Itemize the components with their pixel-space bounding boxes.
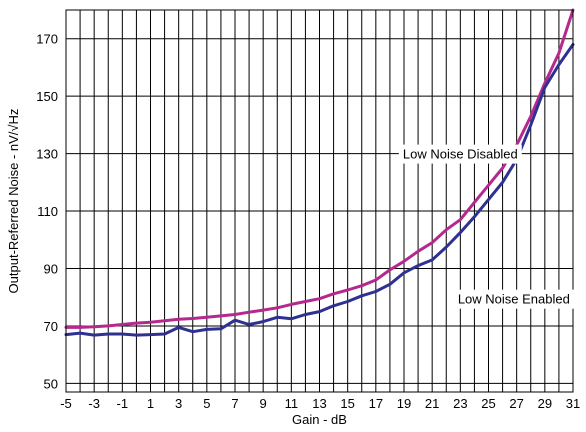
y-tick-label: 150 bbox=[36, 89, 58, 104]
x-tick-label: 5 bbox=[203, 396, 210, 411]
x-tick-label: -1 bbox=[117, 396, 129, 411]
grid bbox=[66, 10, 573, 392]
x-tick-label: 17 bbox=[369, 396, 383, 411]
y-tick-label: 70 bbox=[44, 319, 58, 334]
x-tick-label: 19 bbox=[397, 396, 411, 411]
x-tick-label: 31 bbox=[566, 396, 580, 411]
x-tick-label: 7 bbox=[231, 396, 238, 411]
x-tick-label: 21 bbox=[425, 396, 439, 411]
y-tick-label: 110 bbox=[37, 204, 58, 219]
x-tick-label: 15 bbox=[340, 396, 354, 411]
x-tick-label: 3 bbox=[175, 396, 182, 411]
annotation-background bbox=[453, 289, 574, 309]
x-tick-label: 1 bbox=[147, 396, 154, 411]
x-tick-label: 9 bbox=[260, 396, 267, 411]
x-tick-label: 11 bbox=[285, 396, 299, 411]
annotation-label: Low Noise Enabled bbox=[458, 292, 570, 307]
annotations: Low Noise Disabled Low Noise Enabled bbox=[398, 144, 574, 309]
plot-frame bbox=[65, 9, 574, 393]
y-tick-label: 170 bbox=[36, 32, 58, 47]
series-line bbox=[64, 43, 575, 337]
x-tick-label: 23 bbox=[453, 396, 467, 411]
annotation-label: Low Noise Disabled bbox=[403, 147, 518, 162]
x-tick-label: -3 bbox=[88, 396, 100, 411]
x-tick-label: 13 bbox=[312, 396, 326, 411]
annotation-background bbox=[398, 144, 522, 164]
x-tick-label: 29 bbox=[538, 396, 552, 411]
tick-labels: -5 -3 -1 1 3 5 7 9 11 13 15 17 19 21 23 25 27 29 315070901… bbox=[36, 32, 580, 411]
y-axis-title: Output-Referred Noise - nV/√Hz bbox=[6, 109, 21, 294]
x-tick-label: 25 bbox=[481, 396, 495, 411]
y-tick-label: 90 bbox=[44, 261, 58, 276]
series-layer bbox=[64, 8, 575, 337]
x-axis-title: Gain - dB bbox=[292, 412, 347, 427]
x-tick-label: 27 bbox=[509, 396, 523, 411]
x-tick-label: -5 bbox=[60, 396, 72, 411]
series-line bbox=[64, 8, 575, 329]
y-tick-label: 50 bbox=[44, 376, 58, 391]
y-tick-label: 130 bbox=[36, 147, 58, 162]
